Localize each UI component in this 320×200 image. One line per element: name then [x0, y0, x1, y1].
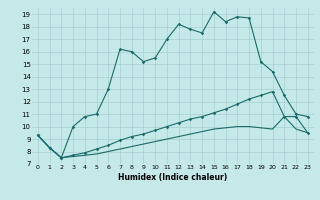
X-axis label: Humidex (Indice chaleur): Humidex (Indice chaleur): [118, 173, 228, 182]
